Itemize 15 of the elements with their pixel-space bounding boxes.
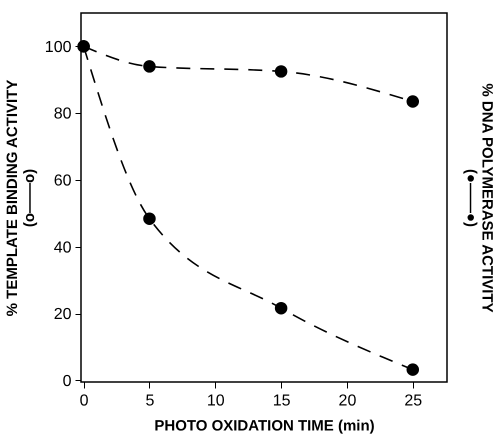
x-axis-title: PHOTO OXIDATION TIME (min) [154, 418, 375, 434]
x-tick-label: 0 [80, 392, 89, 410]
y-tick-label: 80 [54, 106, 72, 123]
x-tick-label: 20 [338, 392, 356, 410]
x-tick-label: 15 [272, 392, 291, 410]
y-tick-label: 100 [44, 38, 72, 56]
y-tick-label: 60 [54, 172, 72, 190]
y-tick-label: 0 [62, 372, 72, 390]
y2-axis-title: % DNA POLYMERASE ACTIVITY (●——●) [462, 83, 496, 313]
x-tick-label: 10 [206, 392, 225, 410]
x-tick-label: 25 [404, 392, 422, 410]
x-tick-label: 5 [146, 392, 155, 410]
y-axis-title: % TEMPLATE BINDING ACTIVITY (o——o) [4, 80, 38, 316]
y-tick-label: 20 [54, 306, 72, 324]
y-tick-label: 40 [54, 239, 72, 256]
